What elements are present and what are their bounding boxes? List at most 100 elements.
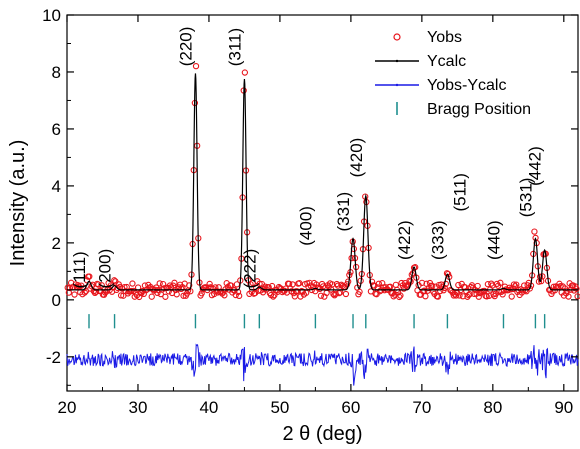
yobs-point: [497, 279, 504, 286]
yobs-point: [299, 288, 306, 295]
peak-label: (331): [334, 192, 353, 232]
yobs-point: [342, 290, 350, 298]
yobs-point: [317, 292, 325, 299]
y-tick-label: 6: [52, 120, 61, 139]
peak-label: (531): [516, 178, 535, 218]
yobs-point: [282, 285, 289, 292]
yobs-point: [186, 282, 193, 289]
x-tick-label: 50: [270, 398, 289, 417]
yobs-point: [71, 291, 78, 298]
yobs-point: [306, 279, 313, 287]
peak-label: (420): [347, 138, 366, 178]
yobs-point: [82, 288, 90, 295]
yobs-point: [406, 277, 413, 284]
y-tick-label: -2: [46, 348, 61, 367]
y-tick-label: 2: [52, 234, 61, 253]
yobs-point: [429, 282, 436, 290]
legend-label: Bragg Position: [427, 101, 531, 118]
yobs-point: [98, 282, 105, 289]
y-axis-title: Intensity (a.u.): [7, 140, 29, 267]
yobs-point: [434, 293, 442, 300]
ycalc-series: [67, 73, 578, 291]
peak-label: (440): [484, 220, 503, 260]
peak-label: (222): [240, 249, 259, 289]
yobs-point: [86, 273, 93, 280]
x-tick-label: 90: [554, 398, 573, 417]
yobs-point: [329, 281, 336, 288]
yobs-point: [148, 293, 155, 300]
yobs-point: [508, 293, 515, 300]
yobs-point: [296, 279, 303, 287]
yobs-point: [221, 292, 228, 299]
y-tick-label: 10: [42, 6, 61, 25]
y-tick-label: 4: [52, 177, 61, 196]
yobs-point: [375, 280, 382, 287]
yobs-point: [536, 273, 544, 280]
legend: Yobs Ycalc Yobs-Ycalc Bragg Position: [375, 29, 531, 118]
peak-label: (422): [395, 220, 414, 260]
legend-label: Yobs-Ycalc: [427, 77, 506, 94]
yobs-point: [159, 280, 167, 288]
difference-series: [66, 343, 579, 386]
yobs-series: [64, 62, 580, 301]
yobs-point: [198, 290, 205, 297]
yobs-point: [95, 281, 102, 288]
x-tick-label: 20: [58, 398, 77, 417]
yobs-point: [397, 292, 404, 299]
yobs-point: [330, 290, 337, 298]
yobs-point: [459, 293, 467, 300]
yobs-point: [396, 293, 403, 301]
yobs-point: [531, 228, 538, 235]
yobs-point: [241, 69, 249, 76]
x-axis-title: 2 θ (deg): [282, 423, 362, 445]
yobs-point: [573, 285, 580, 292]
peak-label: (311): [225, 28, 244, 66]
x-tick-label: 60: [341, 398, 360, 417]
yobs-point: [455, 281, 462, 289]
yobs-point: [156, 280, 163, 287]
yobs-point: [333, 280, 340, 288]
legend-marker: [393, 33, 401, 41]
yobs-point: [162, 293, 169, 300]
yobs-point: [422, 293, 429, 300]
x-tick-label: 40: [199, 398, 218, 417]
yobs-point: [74, 282, 82, 289]
legend-item: Yobs-Ycalc: [375, 77, 506, 94]
yobs-point: [513, 281, 520, 288]
peak-label: (333): [428, 220, 447, 260]
yobs-point: [192, 62, 200, 70]
yobs-point: [291, 293, 298, 300]
yobs-point: [334, 282, 342, 289]
plot-frame: [66, 14, 579, 392]
yobs-point: [270, 293, 277, 300]
yobs-point: [379, 280, 386, 287]
peak-label: (442): [526, 146, 545, 186]
yobs-point: [474, 282, 481, 290]
yobs-point: [392, 281, 400, 288]
yobs-point: [565, 293, 572, 300]
yobs-point: [465, 291, 472, 299]
yobs-point: [289, 281, 296, 288]
difference-line: [66, 343, 579, 386]
y-tick-label: 8: [52, 63, 61, 82]
peak-label: (220): [176, 27, 195, 67]
yobs-point: [356, 288, 363, 295]
legend-label: Yobs: [427, 29, 462, 46]
x-tick-label: 30: [129, 398, 148, 417]
yobs-point: [117, 292, 125, 299]
yobs-point: [466, 291, 473, 298]
yobs-point: [539, 273, 546, 280]
y-tick-label: 0: [52, 291, 61, 310]
peak-label: (511): [450, 173, 469, 211]
ycalc-line: [67, 73, 578, 291]
yobs-point: [564, 287, 571, 294]
legend-marker-dot: [395, 83, 399, 87]
yobs-point: [81, 289, 88, 296]
yobs-point: [236, 292, 243, 300]
yobs-point: [129, 280, 136, 287]
peak-label: (400): [296, 206, 315, 246]
yobs-point: [206, 280, 213, 288]
bragg-positions: [88, 314, 546, 329]
yobs-point: [88, 283, 95, 290]
